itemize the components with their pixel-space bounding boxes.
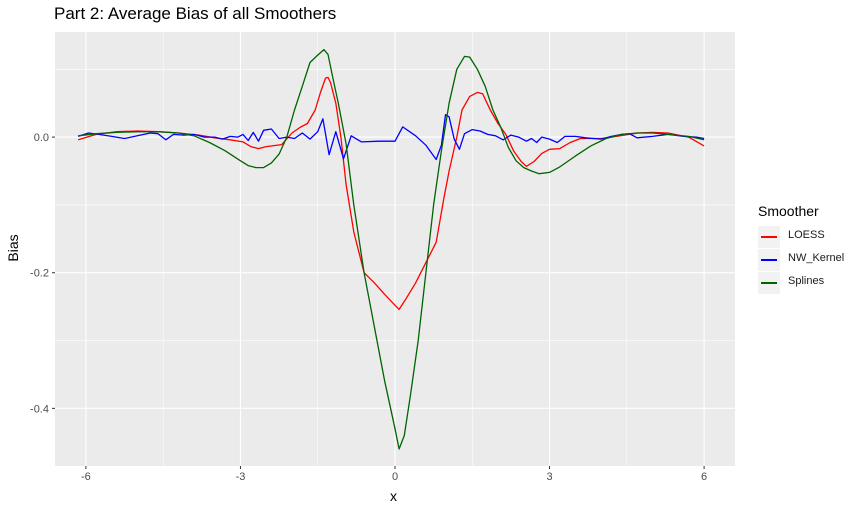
chart-title: Part 2: Average Bias of all Smoothers (54, 4, 337, 23)
series-line-nw-kernel (77, 114, 705, 161)
legend-label-loess: LOESS (788, 229, 825, 241)
legend-swatch-loess (761, 236, 777, 238)
x-tick-label: 6 (701, 471, 707, 483)
legend-item-nw-kernel: NW_Kernel (758, 249, 858, 271)
legend-key (758, 226, 780, 248)
series-line-loess (78, 76, 705, 311)
x-tick-label: -3 (236, 471, 246, 483)
x-tick-label: 0 (392, 471, 398, 483)
legend-swatch-splines (761, 282, 777, 284)
x-tick-label: -6 (81, 471, 91, 483)
y-tick-label: -0.2 (30, 268, 49, 280)
x-tick-label: 3 (546, 471, 552, 483)
legend-swatch-nw-kernel (761, 259, 777, 261)
series-line-splines (78, 48, 705, 450)
legend-label-splines: Splines (788, 275, 825, 287)
y-tick-label: -0.4 (30, 403, 49, 415)
legend-key (758, 272, 780, 294)
legend-title: Smoother (758, 203, 819, 219)
legend-item-loess: LOESS (758, 226, 858, 248)
y-tick-label: 0.0 (34, 132, 49, 144)
x-axis-title: x (390, 488, 397, 504)
legend-key (758, 249, 780, 271)
legend-item-splines: Splines (758, 272, 858, 294)
y-axis-title: Bias (5, 234, 21, 262)
legend-label-nw-kernel: NW_Kernel (788, 252, 845, 264)
